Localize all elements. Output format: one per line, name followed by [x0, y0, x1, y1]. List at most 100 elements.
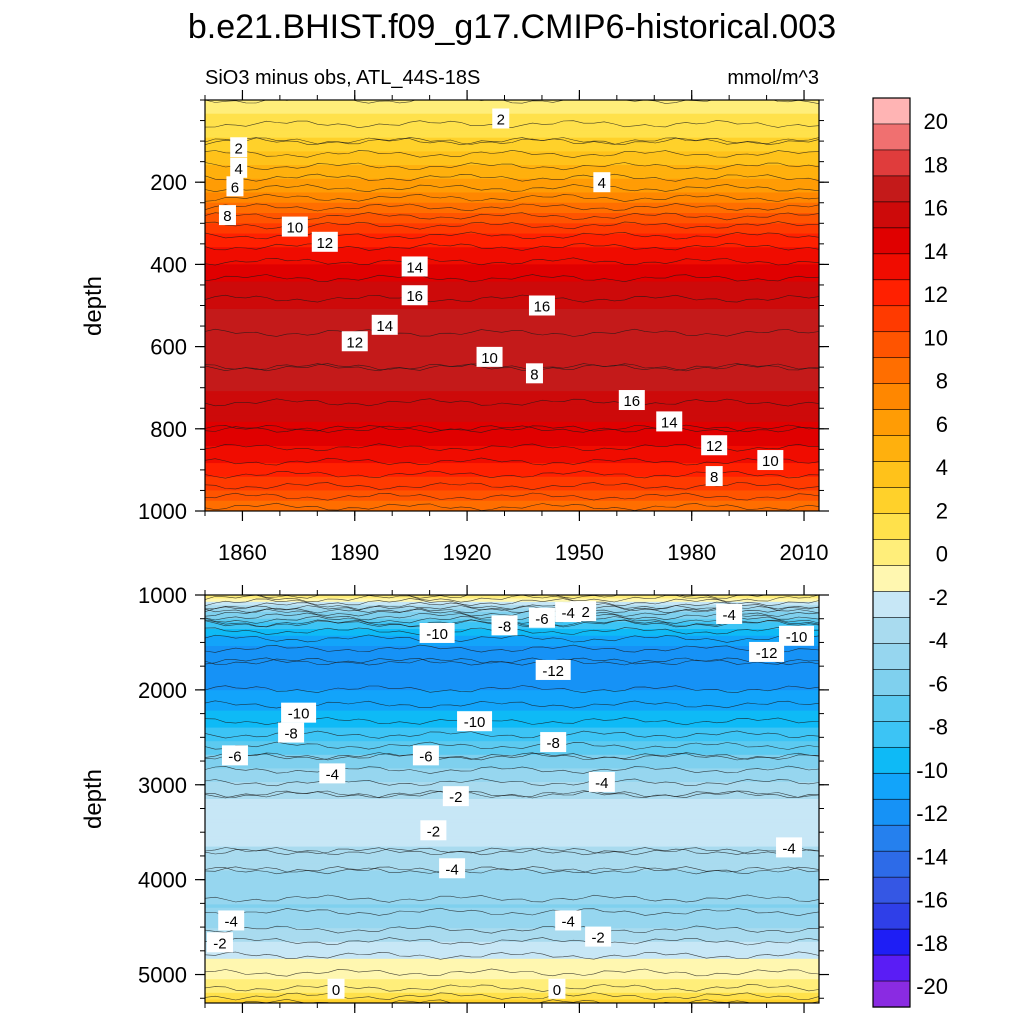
contour-band	[205, 948, 819, 953]
contour-label-box	[535, 659, 571, 680]
contour-band	[205, 676, 819, 681]
contour-label: -4	[218, 910, 245, 931]
contour-band	[205, 952, 819, 956]
contour-band	[205, 329, 819, 334]
contour-line	[205, 685, 819, 694]
contour-band	[205, 288, 819, 293]
contour-label-box	[278, 722, 305, 743]
colorbar-swatch	[872, 954, 911, 982]
contour-line	[205, 925, 819, 934]
contour-label-text: 8	[530, 366, 538, 383]
upper-x-axis: 1860 1890 1920 1950 1980 2010	[204, 90, 829, 565]
contour-band	[205, 826, 819, 831]
contour-band	[205, 254, 819, 259]
contour-line	[240, 998, 819, 1003]
contour-label-box	[656, 411, 683, 432]
contour-band	[205, 673, 819, 678]
contour-band	[205, 370, 819, 375]
contour-band	[205, 731, 819, 735]
contour-band	[205, 707, 819, 712]
contour-band	[205, 853, 819, 858]
colorbar-swatch	[872, 695, 911, 722]
contour-band	[205, 278, 819, 283]
contour-band	[205, 720, 819, 725]
contour-band	[205, 880, 819, 885]
contour-band	[205, 151, 819, 156]
colorbar-swatch	[872, 928, 911, 956]
contour-label: -10	[779, 625, 815, 646]
colorbar-swatch	[872, 357, 911, 385]
y-tick-label: 800	[150, 417, 187, 442]
contour-line	[205, 424, 819, 433]
contour-band	[205, 982, 819, 987]
colorbar-tick-label: -4	[928, 628, 948, 653]
colorbar-tick-label: 0	[936, 542, 948, 567]
contour-band	[205, 308, 819, 313]
contour-band	[205, 415, 819, 420]
contour-band	[205, 819, 819, 824]
contour-label: 16	[401, 285, 428, 306]
contour-label-box	[218, 910, 245, 931]
contour-label-box	[311, 231, 338, 252]
contour-band	[205, 247, 819, 252]
contour-band	[205, 435, 819, 440]
contour-label: -10	[281, 702, 317, 723]
colorbar	[872, 97, 911, 1008]
contour-band	[205, 941, 819, 946]
contour-label-box	[528, 607, 555, 628]
contour-band	[205, 418, 819, 423]
contour-band	[205, 271, 819, 276]
contour-label-text: -12	[542, 663, 564, 680]
contour-band	[205, 836, 819, 841]
y-tick-label: 4000	[138, 868, 187, 893]
contour-label-text: 14	[376, 318, 393, 335]
colorbar-swatch	[872, 902, 911, 930]
contour-band	[205, 863, 819, 868]
contour-band	[205, 771, 819, 776]
contour-band	[205, 360, 819, 365]
contour-band	[205, 192, 819, 197]
contour-band	[205, 697, 819, 701]
contour-band	[205, 809, 819, 814]
contour-band	[205, 969, 819, 973]
contour-band	[205, 189, 819, 194]
contour-label: 16	[528, 295, 555, 316]
colorbar-swatch	[872, 824, 911, 852]
contour-band	[205, 305, 819, 310]
contour-label: -10	[419, 622, 455, 643]
contour-band	[205, 343, 819, 348]
contour-band	[205, 411, 819, 416]
colorbar-swatch	[872, 227, 911, 255]
colorbar-tick-label: 4	[936, 455, 948, 480]
colorbar-tick-label: 16	[924, 196, 948, 221]
contour-band	[205, 161, 819, 166]
contour-band	[205, 635, 819, 640]
contour-line	[205, 184, 819, 193]
contour-band	[205, 123, 819, 128]
contour-line	[205, 866, 819, 875]
contour-label: -4	[555, 910, 582, 931]
contour-band	[205, 612, 819, 616]
contour-band	[205, 401, 819, 406]
contour-line	[205, 847, 819, 856]
contour-band	[205, 291, 819, 296]
contour-label-box	[701, 435, 728, 456]
contour-label-box	[226, 176, 244, 197]
contour-line	[205, 242, 819, 251]
contour-band	[205, 979, 819, 984]
contour-line	[205, 363, 819, 372]
contour-band	[205, 158, 819, 163]
contour-line	[205, 595, 819, 603]
x-tick-label: 1950	[555, 540, 604, 565]
contour-band	[205, 319, 819, 324]
contour-band	[205, 281, 819, 286]
contour-band	[205, 598, 819, 603]
contour-line	[205, 984, 819, 992]
contour-band	[205, 113, 819, 118]
colorbar-swatch	[872, 850, 911, 878]
contour-label: -4	[555, 602, 582, 623]
contour-band	[205, 870, 819, 875]
colorbar-swatch	[872, 746, 911, 774]
contour-band	[205, 829, 819, 834]
